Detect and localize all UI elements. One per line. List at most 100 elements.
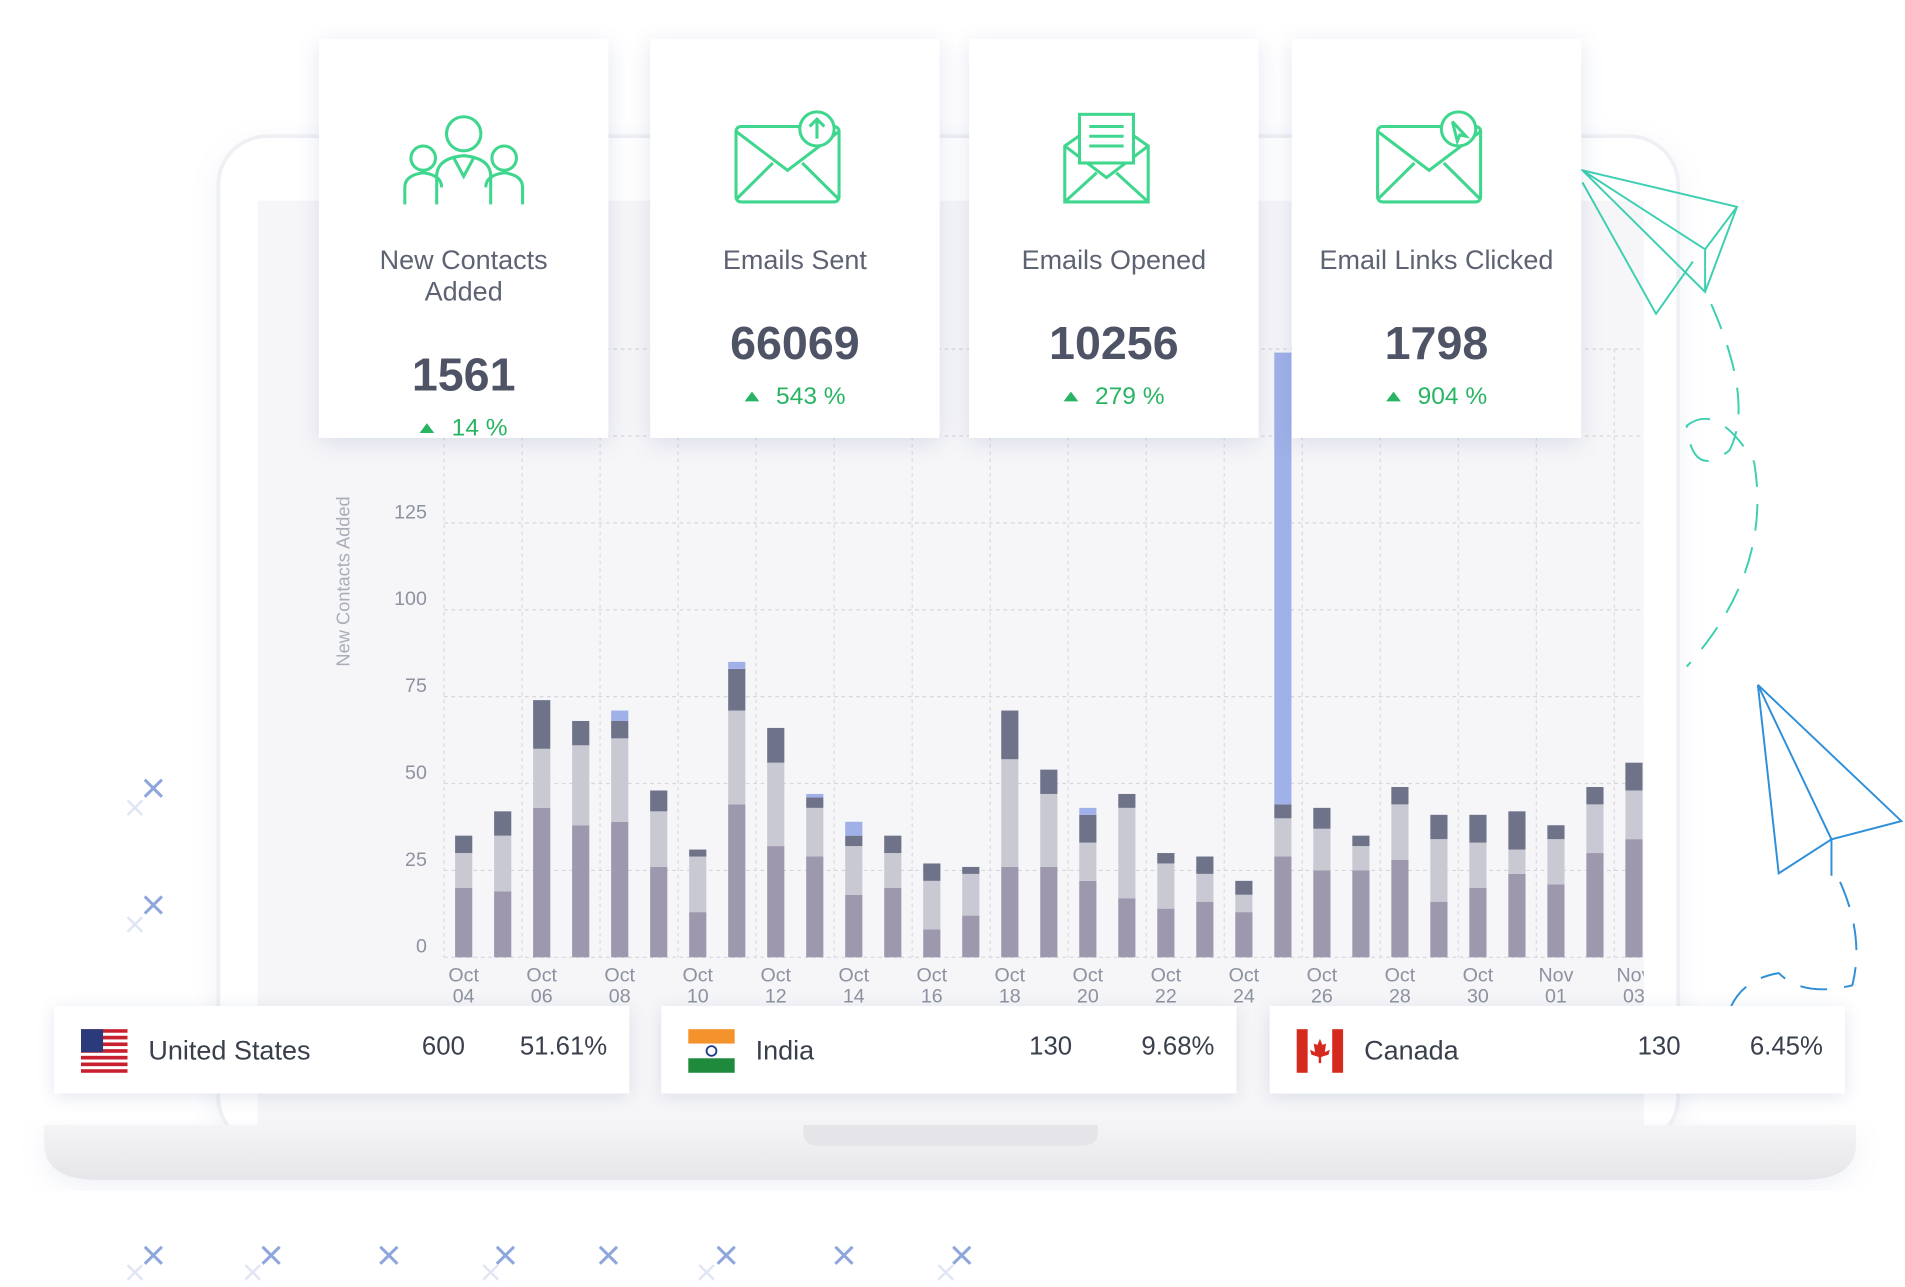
bar-segment [572, 825, 590, 958]
bar-segment [1547, 825, 1565, 840]
bar-segment [650, 866, 668, 958]
x-marks [143, 778, 972, 1265]
card-value: 1561 [411, 350, 516, 402]
bar-segment [767, 727, 785, 763]
bar-segment [806, 856, 824, 958]
bar-segment [806, 793, 824, 798]
card-value: 66069 [730, 318, 860, 370]
x-tick-label: Oct 24 [1228, 965, 1260, 1008]
bar-segment [689, 849, 707, 857]
x-tick-label: Oct 06 [526, 965, 557, 1008]
bar-segment [923, 880, 941, 930]
bar-segment [611, 821, 629, 958]
bar-segment [962, 873, 980, 916]
bar-segment [455, 835, 473, 854]
x-tick-label: Oct 26 [1306, 965, 1338, 1008]
email-opened-icon [1063, 112, 1150, 204]
bar-segment [884, 887, 902, 958]
bar-segment [572, 720, 590, 746]
bar-segment [1508, 873, 1526, 958]
bar-segment [923, 929, 941, 958]
bar-segment [533, 748, 551, 808]
bar-segment [1118, 898, 1136, 958]
card-title: Emails Opened [1021, 244, 1207, 275]
stat-card: Email Links Clicked 1798 904 % [1291, 38, 1582, 438]
bar-segment [1079, 814, 1097, 843]
bar-segment [1430, 839, 1448, 902]
bar-segment [962, 915, 980, 958]
bar-segment [1625, 790, 1643, 840]
country-count: 600 [421, 1032, 465, 1061]
bar-segment [650, 811, 668, 867]
stat-card: Emails Opened 10256 279 % [969, 38, 1259, 438]
bar-segment [1586, 804, 1604, 854]
dashed-trail [1685, 303, 1759, 668]
bar-segment [884, 835, 902, 854]
x-tick-label: Oct 28 [1384, 965, 1416, 1008]
bar-segment [1118, 807, 1136, 899]
bar-segment [1040, 769, 1058, 794]
laptop-notch [803, 1125, 1098, 1146]
x-tick-label: Oct 04 [448, 965, 479, 1008]
bar-segment [1430, 814, 1448, 840]
bar-segment [1079, 880, 1097, 958]
bar-segment [1196, 873, 1214, 902]
paper-plane-top [1579, 168, 1739, 316]
change-text: 543 % [776, 383, 846, 410]
bar-segment [1391, 804, 1409, 860]
bar-segment [806, 797, 824, 808]
bar-segment [1586, 853, 1604, 958]
bar-segment [1469, 887, 1487, 958]
x-tick-label: Oct 10 [682, 965, 714, 1008]
bar-segment [1313, 807, 1331, 829]
x-tick-label: Oct 18 [994, 965, 1026, 1008]
card-title: Email Links Clicked [1319, 244, 1554, 275]
bar-segment [494, 811, 512, 836]
country-name: Canada [1364, 1035, 1459, 1066]
bar-segment [1547, 884, 1565, 958]
bar-segment [1352, 835, 1370, 847]
bar-segment [1469, 842, 1487, 888]
bar-segment [1157, 908, 1175, 958]
bar-segment [1586, 787, 1604, 805]
card-change: 14 % [319, 414, 609, 443]
bar-segment [1430, 901, 1448, 958]
country-share: 6.45% [1749, 1032, 1823, 1061]
bar-segment [1235, 880, 1253, 895]
y-tick-label: 100 [394, 588, 427, 610]
bar-segment [1352, 870, 1370, 958]
card-change: 279 % [969, 382, 1259, 411]
bar-segment [1118, 793, 1136, 808]
flag-us [80, 1029, 128, 1073]
x-tick-label: Oct 22 [1150, 965, 1182, 1008]
bar-segment [1625, 839, 1643, 958]
x-tick-label: Nov 01 [1538, 965, 1574, 1008]
bar-segment [533, 807, 551, 958]
bar-segment [1235, 912, 1253, 958]
x-tick-label: Oct 12 [760, 965, 792, 1008]
card-value: 10256 [1049, 318, 1179, 370]
change-text: 279 % [1095, 383, 1165, 410]
bar-segment [1508, 849, 1526, 874]
bar-segment [1157, 853, 1175, 864]
bar-segment [845, 821, 863, 836]
card-title: New Contacts Added [379, 244, 548, 307]
bar-segment [767, 762, 785, 847]
bar-segment [1157, 863, 1175, 909]
country-name: United States [148, 1035, 311, 1066]
bar-segment [728, 661, 746, 669]
stat-card: New Contacts Added 1561 14 % [318, 38, 609, 442]
bar-segment [806, 807, 824, 857]
card-value: 1798 [1384, 318, 1489, 370]
card-title: Emails Sent [722, 244, 867, 275]
bar-segment [1625, 762, 1643, 791]
bar-segment [728, 710, 746, 805]
x-tick-label: Oct 08 [604, 965, 635, 1008]
country-count: 130 [1029, 1032, 1073, 1061]
bars [455, 352, 1643, 958]
bar-segment [845, 894, 863, 958]
bar-segment [1391, 787, 1409, 805]
bar-segment [845, 835, 863, 847]
x-tick-label: Oct 14 [838, 965, 870, 1008]
